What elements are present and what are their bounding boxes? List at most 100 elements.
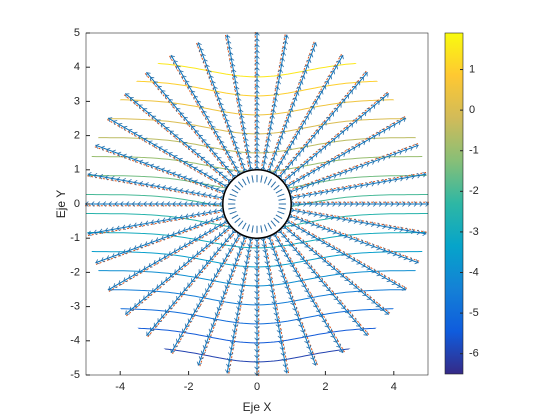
inner-arrow (278, 198, 286, 201)
quiver-line (126, 230, 237, 363)
inner-arrow (234, 217, 241, 224)
colorbar-tick-label: -1 (469, 145, 479, 157)
inner-arrow (237, 220, 244, 227)
quiver-line (285, 99, 429, 186)
quiver-line (260, 32, 292, 171)
quiver-arrows (219, 32, 254, 171)
quiver-line (100, 226, 233, 338)
y-tick-label: -1 (70, 232, 80, 244)
y-tick-label: 1 (74, 164, 80, 176)
streamline (262, 32, 294, 171)
inner-arrow (260, 225, 263, 233)
quiver-line (187, 236, 248, 376)
quiver-arrows (254, 32, 260, 170)
colorbar-tick-label: -2 (469, 185, 479, 197)
quiver-line (290, 207, 429, 239)
y-tick-label: -3 (70, 301, 80, 313)
inner-arrow (231, 189, 239, 194)
inner-arrow (267, 222, 272, 230)
inner-arrow (234, 184, 241, 191)
quiver-line (155, 234, 242, 376)
inner-arrow (278, 207, 286, 210)
x-tick-label: 4 (391, 381, 397, 393)
colorbar-tick-label: -5 (469, 307, 479, 319)
inner-arrow (251, 225, 254, 233)
colorbar-tick-label: 0 (469, 104, 475, 116)
quiver-arrows (260, 237, 295, 376)
quiver-arrows (290, 207, 429, 242)
streamline (85, 167, 224, 199)
x-tick-label: 2 (322, 381, 328, 393)
streamline (262, 237, 294, 376)
inner-arrow (237, 181, 244, 188)
quiver-line (85, 222, 229, 309)
colorbar-tick-label: -3 (469, 226, 479, 238)
inner-arrow (251, 175, 254, 183)
quiver-line (85, 211, 224, 242)
quiver-line (283, 224, 416, 335)
quiver-line (279, 228, 391, 361)
quiver-arrows (260, 32, 295, 171)
quiver-line (287, 219, 429, 306)
y-tick-label: -2 (70, 266, 80, 278)
quiver-line (277, 45, 388, 178)
quiver-line (290, 166, 429, 197)
quiver-line (85, 134, 225, 195)
x-tick-label: -2 (184, 381, 194, 393)
inner-arrow (229, 193, 237, 198)
inner-arrow (263, 176, 268, 184)
inner-arrow (277, 210, 285, 215)
y-axis-label: Eje Y (54, 190, 68, 218)
streamline (220, 32, 252, 171)
x-tick-label: 0 (254, 381, 260, 393)
inner-arrow (246, 176, 251, 184)
y-tick-label: 4 (74, 61, 80, 73)
inner-arrow (270, 181, 277, 188)
quiver-arrows (219, 237, 254, 376)
inner-arrow (242, 222, 247, 230)
quiver-line (264, 237, 295, 376)
inner-arrow (270, 220, 277, 227)
quiver-line (152, 32, 239, 176)
quiver-arrows (290, 166, 429, 201)
streamline (85, 209, 224, 241)
quiver-arrows (85, 201, 223, 207)
x-axis-label: Eje X (243, 400, 272, 414)
quiver-line (288, 131, 429, 192)
quiver-line (289, 213, 429, 274)
y-tick-label: 5 (74, 27, 80, 39)
quiver-line (269, 235, 330, 376)
inner-arrow (229, 210, 237, 215)
colorbar-tick-label: -4 (469, 266, 479, 278)
colorbar-tick-label: -6 (469, 348, 479, 360)
quiver-line (123, 47, 235, 180)
y-tick-label: 2 (74, 130, 80, 142)
inner-arrow (267, 178, 272, 186)
x-tick-label: -4 (115, 381, 125, 393)
quiver-arrows (85, 207, 224, 242)
inner-arrow (231, 214, 239, 219)
quiver-arrows (254, 238, 260, 376)
y-tick-label: -4 (70, 335, 80, 347)
quiver-line (222, 237, 254, 376)
inner-arrow (228, 198, 236, 201)
quiver-line (275, 232, 362, 376)
quiver-line (85, 169, 224, 201)
inner-arrow (273, 184, 280, 191)
cylinder (222, 169, 292, 239)
quiver-line (219, 32, 250, 171)
inner-arrow (277, 193, 285, 198)
inner-arrow (273, 217, 280, 224)
quiver-line (98, 73, 231, 184)
streamline (290, 167, 429, 199)
streamline (290, 209, 429, 241)
quiver-line (266, 32, 327, 172)
y-tick-label: 3 (74, 95, 80, 107)
inner-arrow (242, 178, 247, 186)
y-tick-label: -5 (70, 369, 80, 381)
inner-arrow (228, 207, 236, 210)
colorbar-tick-label: 1 (469, 63, 475, 75)
inner-arrow (263, 224, 268, 232)
y-tick-label: 0 (74, 198, 80, 210)
